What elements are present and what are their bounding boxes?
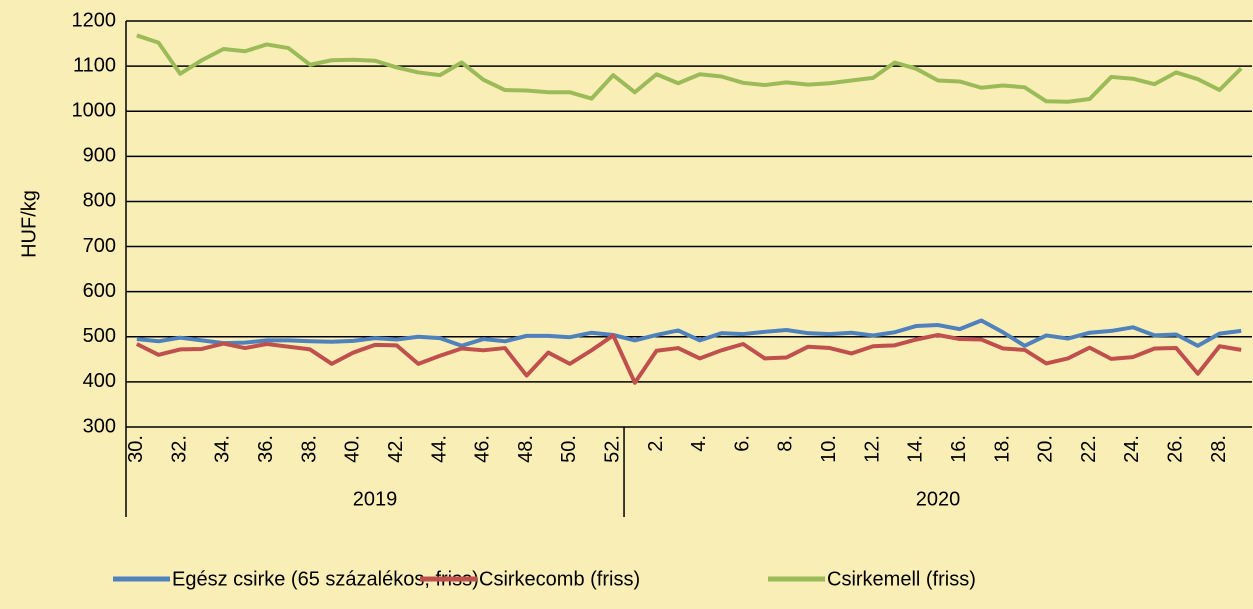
group-label: 2020 (916, 488, 961, 510)
x-tick-label: 12. (861, 435, 883, 463)
x-tick-label: 48. (515, 435, 537, 463)
group-label: 2019 (353, 488, 398, 510)
x-tick-label: 34. (212, 435, 234, 463)
series-line (135, 332, 1242, 385)
x-tick-label: 8. (775, 435, 797, 452)
x-tick-label: 42. (385, 435, 407, 463)
x-tick-label: 40. (342, 435, 364, 463)
x-tick-label: 32. (168, 435, 190, 463)
y-tick-label: 1000 (72, 100, 117, 122)
x-tick-label: 44. (428, 435, 450, 463)
x-tick-label: 4. (688, 435, 710, 452)
y-axis-label: HUF/kg (18, 190, 40, 258)
x-tick-label: 38. (298, 435, 320, 463)
x-tick-label: 16. (948, 435, 970, 463)
legend-label: Csirkecomb (friss) (479, 568, 640, 590)
y-tick-label: 300 (83, 415, 116, 437)
series-line (136, 33, 1243, 104)
legend-label: Csirkemell (friss) (827, 568, 976, 590)
x-tick-label: 30. (125, 435, 147, 463)
legend-label: Egész csirke (65 százalékos, friss) (172, 568, 479, 590)
y-tick-label: 900 (83, 145, 116, 167)
x-tick-label: 24. (1121, 435, 1143, 463)
series-line (136, 318, 1242, 348)
x-tick-label: 26. (1164, 435, 1186, 463)
x-tick-label: 46. (472, 435, 494, 463)
x-tick-label: 36. (255, 435, 277, 463)
y-tick-label: 1200 (72, 9, 117, 31)
x-tick-label: 10. (818, 435, 840, 463)
y-tick-label: 400 (83, 370, 116, 392)
x-tick-label: 2. (645, 435, 667, 452)
y-tick-label: 1100 (73, 54, 116, 76)
y-tick-label: 600 (83, 280, 116, 302)
x-tick-label: 14. (905, 435, 927, 463)
x-tick-label: 22. (1078, 435, 1100, 463)
x-tick-label: 52. (601, 435, 623, 463)
x-tick-label: 6. (731, 435, 753, 452)
y-tick-label: 800 (83, 190, 116, 212)
x-tick-label: 28. (1208, 435, 1230, 463)
y-tick-label: 700 (83, 235, 116, 257)
x-tick-label: 50. (558, 435, 580, 463)
x-tick-label: 18. (991, 435, 1013, 463)
x-tick-label: 20. (1035, 435, 1057, 463)
y-tick-label: 500 (83, 325, 116, 347)
